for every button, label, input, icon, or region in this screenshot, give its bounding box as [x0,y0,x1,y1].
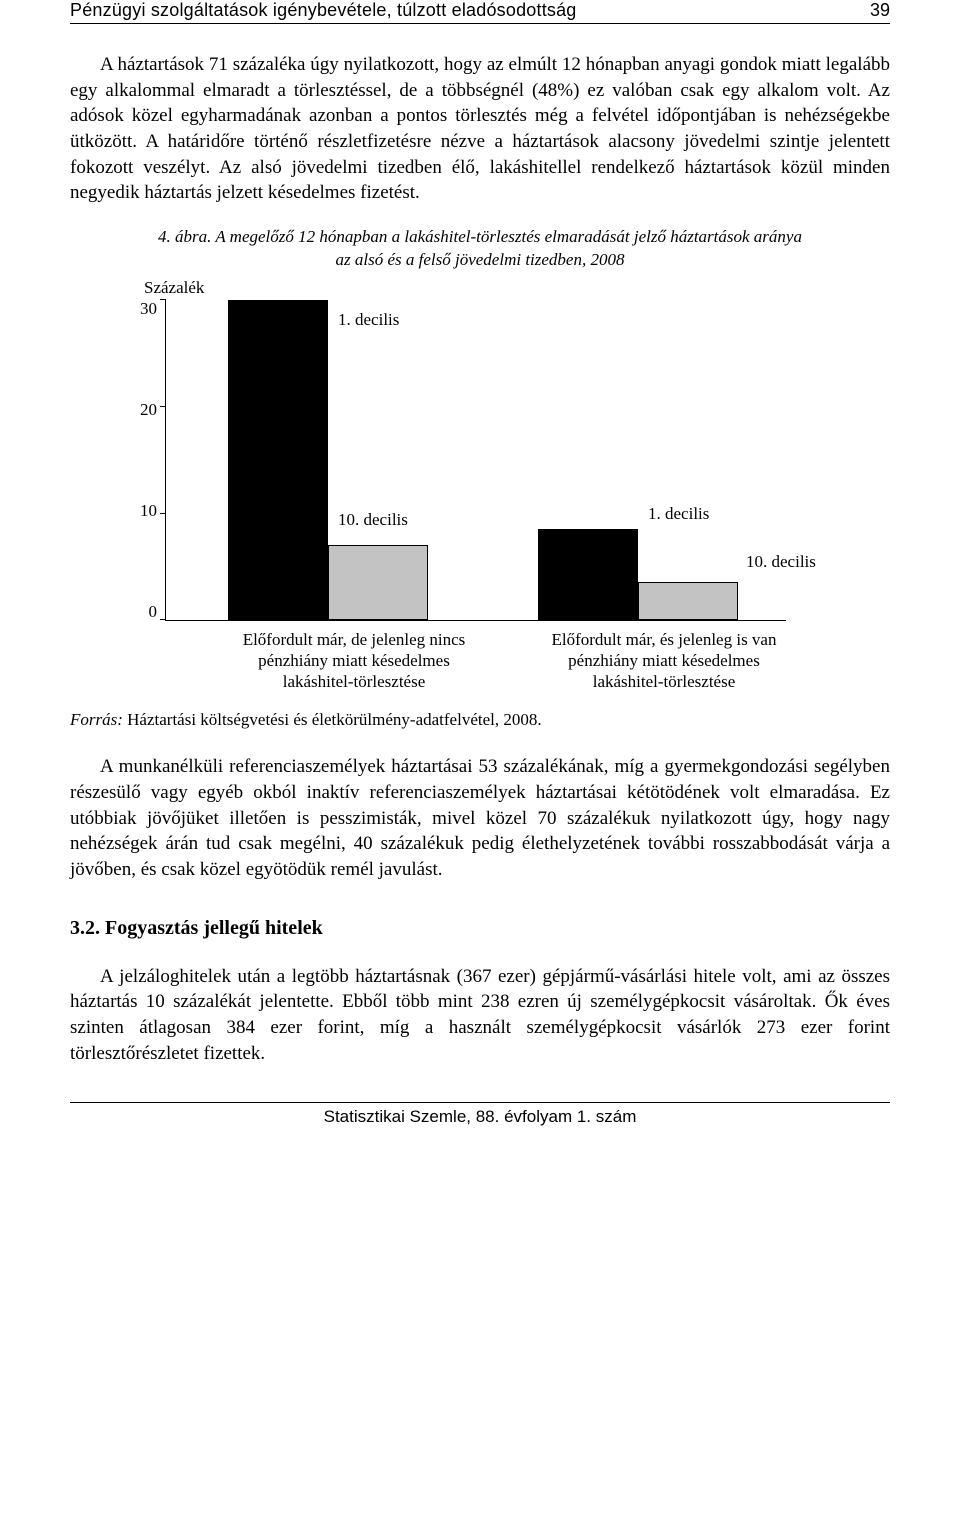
chart-bar [328,545,428,620]
y-axis: 30 20 10 0 [140,300,165,620]
paragraph-2: A munkanélküli referenciaszemélyek házta… [70,754,890,882]
figure-number: 4. ábra. [158,227,211,246]
source-label: Forrás: [70,710,123,729]
chart-bar [228,300,328,620]
plot-area: 1. decilis10. decilis1. decilis10. decil… [165,300,786,621]
series-label: 1. decilis [338,310,399,330]
x-category: Előfordult már, de jelenleg nincspénzhiá… [199,629,509,693]
paragraph-1: A háztartások 71 százaléka úgy nyilatkoz… [70,52,890,206]
page-header: Pénzügyi szolgáltatások igénybevétele, t… [70,0,890,24]
section-heading: 3.2. Fogyasztás jellegű hitelek [70,917,890,940]
series-label: 1. decilis [648,504,709,524]
y-tick-mark [160,513,166,514]
figure-title-line1: A megelőző 12 hónapban a lakáshitel-törl… [215,227,802,246]
figure-title-line2: az alsó és a felső jövedelmi tizedben, 2… [336,250,625,269]
figure-source: Forrás: Háztartási költségvetési és élet… [70,710,890,730]
page-footer: Statisztikai Szemle, 88. évfolyam 1. szá… [70,1102,890,1127]
series-label: 10. decilis [338,510,408,530]
chart-container: Százalék 30 20 10 0 1. decilis 10. decilis 1.… [140,278,890,693]
chart-bar [538,529,638,620]
y-tick: 30 [140,300,157,317]
page-number: 39 [870,0,890,21]
y-tick-mark [160,299,166,300]
y-tick: 10 [140,502,157,519]
y-tick: 20 [140,401,157,418]
y-tick: 0 [149,603,158,620]
figure-caption: 4. ábra. A megelőző 12 hónapban a lakásh… [70,226,890,272]
chart-row: 30 20 10 0 1. decilis 10. decilis 1. decilis 1… [140,300,890,621]
y-axis-label: Százalék [144,278,890,298]
series-label: 10. decilis [746,552,816,572]
page: Pénzügyi szolgáltatások igénybevétele, t… [0,0,960,1167]
y-tick-mark [160,406,166,407]
y-tick-mark [160,619,166,620]
running-title: Pénzügyi szolgáltatások igénybevétele, t… [70,0,577,21]
paragraph-3: A jelzáloghitelek után a legtöbb háztart… [70,964,890,1067]
chart-bar [638,582,738,619]
x-category: Előfordult már, és jelenleg is vanpénzhi… [509,629,819,693]
source-text: Háztartási költségvetési és életkörülmén… [123,710,542,729]
x-axis-categories: Előfordult már, de jelenleg nincspénzhiá… [199,629,890,693]
